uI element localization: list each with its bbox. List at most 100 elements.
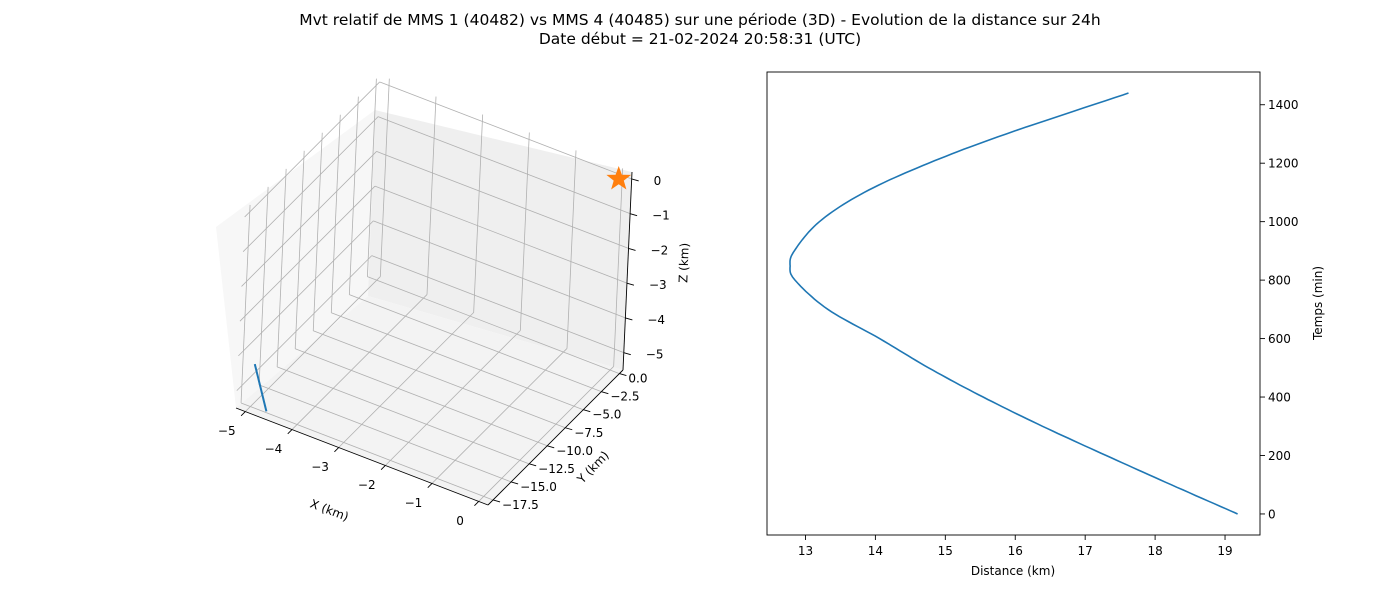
grid-x-floor [385,330,521,466]
grid-y-floor [349,294,602,393]
x-tick [240,411,246,417]
grid-z-back [377,116,631,215]
grid-z-back [374,185,628,284]
grid-y-floor [367,276,620,374]
grid-y-left [348,96,359,295]
grid-y-left [294,150,305,349]
grid-z-left [241,151,377,287]
grid-y-left [330,114,341,313]
z-tick [631,178,639,182]
y-tick [619,373,627,377]
grid-z-left [242,116,379,252]
grid-x-back [566,150,577,349]
x-tick-label-2d: 17 [1078,544,1093,558]
y-tick [492,499,501,503]
x-tick [287,429,293,435]
y-tick-label: −10.0 [556,444,593,458]
grid-y-floor [258,384,512,483]
z-axis-line [622,171,633,371]
z-tick-label: −1 [652,209,670,223]
end-star-marker [606,166,632,190]
x-tick [380,465,386,471]
ticks-3d: −5 −4 −3 −2 −1 0 0.0 −2.5 −5.0 −7.5 −10.0 −12.5 −15.… [218,174,670,528]
y-tick-label-2d: 600 [1268,332,1291,346]
z-tick-label: −3 [649,278,667,292]
z-tick [623,352,631,356]
y-tick-label: 0.0 [628,372,647,386]
figure-title-line-1: Mvt relatif de MMS 1 (40482) vs MMS 4 (4… [299,11,1101,29]
distance-curve [789,92,1238,515]
y-tick [565,427,573,431]
grid-y-floor [240,402,494,501]
y-axis-line [487,369,624,506]
x-tick-label-2d: 16 [1008,544,1023,558]
grid-x-back [473,114,484,313]
z-tick [628,247,636,251]
y-tick [601,391,609,395]
grid-x-floor [431,348,568,484]
y-tick [583,409,591,413]
x-axis-line [235,407,489,506]
axes-3d-lines [235,171,633,506]
y-tick-label: −2.5 [610,390,639,404]
grid-z-back [379,81,632,180]
x-tick-label-2d: 13 [798,544,813,558]
grid-z-left [244,81,380,218]
figure-title-line-2: Date début = 21-02-2024 20:58:31 (UTC) [539,30,861,48]
grid-x-back [613,168,624,367]
x-tick-label: −5 [218,424,236,438]
x-tick-label: −2 [358,478,376,492]
plot-3d: −5 −4 −3 −2 −1 0 0.0 −2.5 −5.0 −7.5 −10.0 −12.5 −15.… [216,78,692,528]
grid-y-left [258,186,269,385]
grid-y-floor [295,348,548,447]
y-tick-label-2d: 200 [1268,449,1291,463]
y-tick-label-2d: 800 [1268,274,1291,288]
y-tick-label-2d: 400 [1268,391,1291,405]
y-tick-label: −17.5 [502,498,539,512]
x-tick-label: −3 [311,460,329,474]
ticks-2d: 13 14 15 16 17 18 19 0 200 400 600 800 1000 1200 1400 [798,98,1299,558]
grid-x-floor [291,294,428,430]
pane-back [368,110,632,370]
plot-distance: 13 14 15 16 17 18 190200400600800100012001400 … [766,71,1325,578]
y-tick-label-2d: 1400 [1268,98,1299,112]
grid-y-floor [331,312,584,411]
x-tick-label: −4 [265,442,283,456]
pane-left [216,110,375,408]
y-tick-label: −7.5 [574,426,603,440]
grid-3d [236,78,632,502]
z-tick-label: −5 [646,348,664,362]
y-tick-label: −12.5 [538,462,575,476]
x-tick-label: 0 [456,514,464,528]
x-tick-label: −1 [405,496,423,510]
grid-x-back [519,132,530,331]
grid-y-left [240,204,251,403]
grid-y-floor [313,330,566,429]
y-tick [510,481,519,485]
y-axis-label-2d: Temps (min) [1311,266,1325,341]
x-axis-label-2d: Distance (km) [971,564,1055,578]
grid-x-floor [478,366,614,502]
grid-x-floor [338,312,474,448]
y-tick-label-2d: 0 [1268,507,1276,521]
x-tick-label-2d: 18 [1147,544,1162,558]
axes-frame [766,71,1261,536]
grid-z-back [373,220,626,319]
grid-z-left [239,185,376,322]
y-tick-label: −15.0 [520,480,557,494]
y-tick-label-2d: 1200 [1268,157,1299,171]
grid-y-left [276,168,287,367]
y-tick [547,445,555,449]
y-tick-label: −5.0 [592,408,621,422]
x-tick [474,501,479,506]
grid-z-back [376,151,629,249]
z-tick-label: −2 [651,243,669,257]
z-axis-label: Z (km) [676,243,691,284]
y-tick-label-2d: 1000 [1268,215,1299,229]
grid-z-left [238,220,374,357]
grid-y-floor [277,366,530,465]
z-tick-label: 0 [654,174,662,188]
grid-x-floor [245,276,381,412]
